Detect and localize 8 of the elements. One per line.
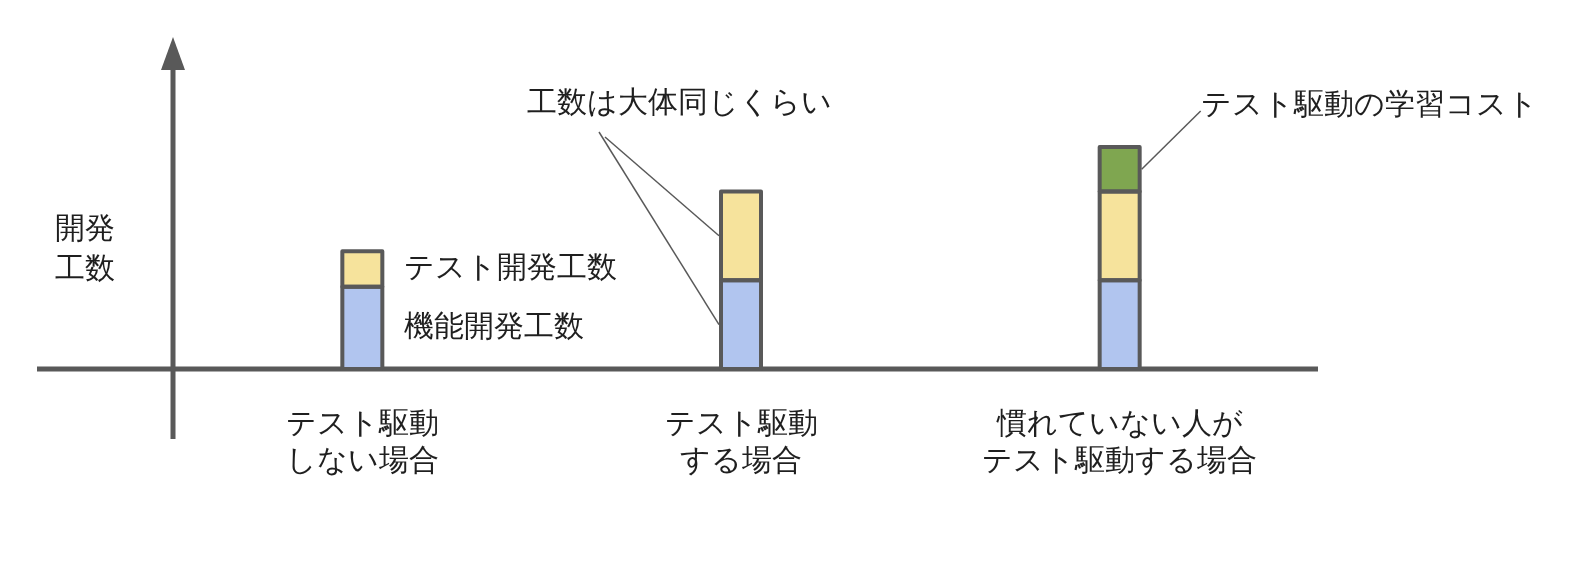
series-label: 機能開発工数 [404,307,585,343]
x-tick-label: テスト駆動する場合 [664,404,818,478]
x-tick-label: 慣れていない人がテスト駆動する場合 [982,404,1258,478]
x-tick-label: テスト駆動しない場合 [285,404,439,478]
text: テスト駆動の学習コスト [1200,85,1538,121]
series-label: テスト開発工数 [404,248,618,284]
text: 工数は大体同じくらい [526,83,832,119]
y-axis-title: 開発工数 [55,209,115,285]
